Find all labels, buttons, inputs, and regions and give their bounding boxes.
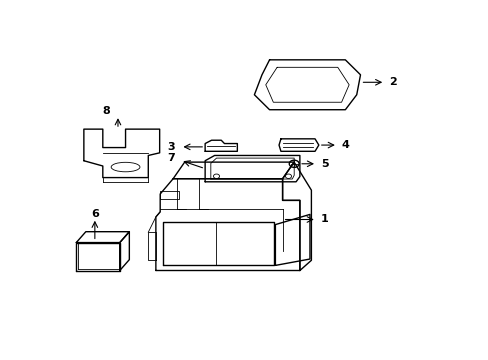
Text: 2: 2 — [388, 77, 396, 87]
Text: 4: 4 — [341, 140, 349, 150]
Text: 3: 3 — [167, 142, 175, 152]
Text: 1: 1 — [320, 215, 327, 225]
Text: 6: 6 — [91, 209, 99, 219]
Text: 7: 7 — [167, 153, 175, 163]
Text: 5: 5 — [320, 159, 327, 169]
Text: 8: 8 — [102, 106, 110, 116]
